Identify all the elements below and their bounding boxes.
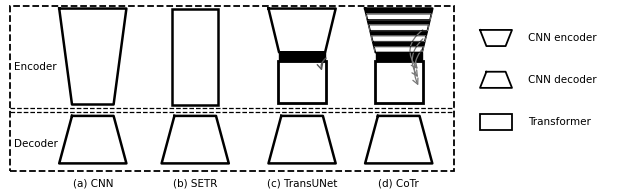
Text: CNN encoder: CNN encoder: [528, 33, 596, 43]
Bar: [172, 9, 218, 104]
Polygon shape: [60, 9, 127, 104]
Bar: [375, 61, 423, 103]
Bar: [480, 113, 512, 130]
Polygon shape: [60, 116, 127, 163]
Polygon shape: [365, 9, 433, 52]
Polygon shape: [480, 72, 512, 88]
Text: CNN decoder: CNN decoder: [528, 75, 596, 85]
Polygon shape: [480, 30, 512, 46]
Text: Transformer: Transformer: [528, 117, 591, 127]
Text: (c) TransUNet: (c) TransUNet: [267, 178, 337, 188]
Polygon shape: [369, 25, 428, 30]
Bar: [278, 61, 326, 103]
Bar: [10, 6, 454, 171]
Text: Encoder: Encoder: [14, 62, 57, 71]
Text: (a) CNN: (a) CNN: [72, 178, 113, 188]
Text: (d) CoTr: (d) CoTr: [378, 178, 419, 188]
Polygon shape: [367, 14, 431, 20]
Polygon shape: [372, 36, 426, 41]
Polygon shape: [376, 52, 422, 61]
Polygon shape: [279, 52, 325, 61]
Text: (b) SETR: (b) SETR: [173, 178, 218, 188]
Text: Decoder: Decoder: [14, 139, 58, 149]
Polygon shape: [374, 47, 423, 52]
Polygon shape: [269, 9, 335, 52]
Polygon shape: [365, 116, 433, 163]
Polygon shape: [269, 116, 335, 163]
Polygon shape: [161, 116, 229, 163]
